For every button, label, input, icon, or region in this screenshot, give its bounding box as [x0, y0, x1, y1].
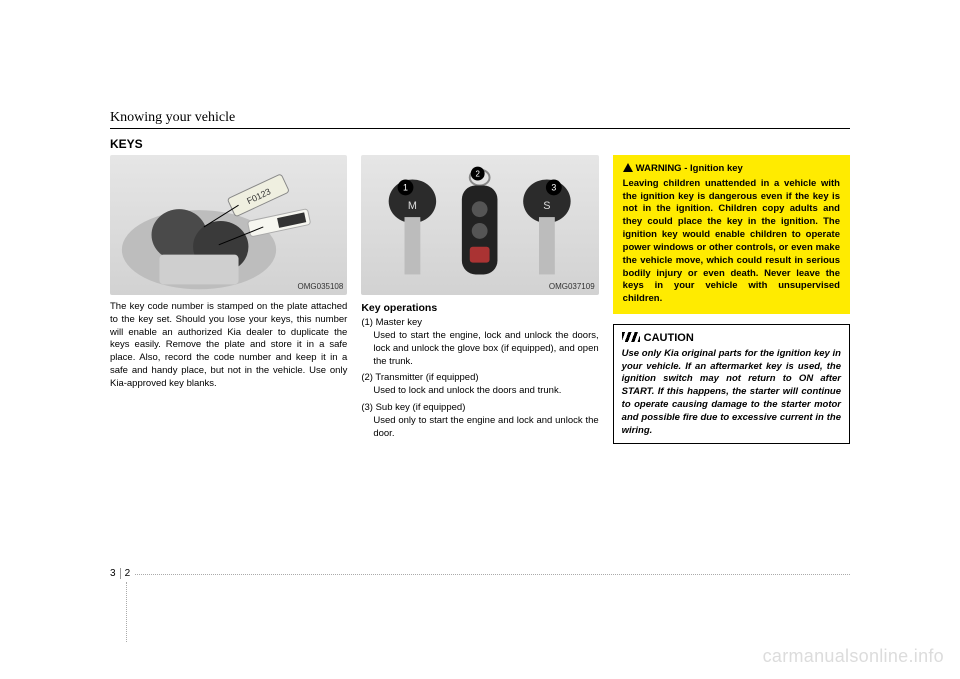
- svg-text:M: M: [408, 200, 417, 212]
- column-3: WARNING - Ignition key Leaving children …: [613, 155, 850, 444]
- list-desc: Used to start the engine, lock and unloc…: [361, 330, 598, 368]
- caution-body: Use only Kia original parts for the igni…: [622, 348, 841, 438]
- key-operations-head: Key operations: [361, 301, 598, 315]
- caution-title-text: CAUTION: [644, 332, 694, 344]
- figure-key-operations: 1 M 2 3 S OMG037109: [361, 155, 598, 295]
- section-title: KEYS: [110, 137, 850, 151]
- col1-body: The key code number is stamped on the pl…: [110, 301, 347, 391]
- warning-triangle-icon: [623, 163, 633, 172]
- caution-stripes-icon: [622, 332, 640, 342]
- header-title: Knowing your vehicle: [110, 110, 850, 129]
- page-number-section: 3: [110, 568, 121, 579]
- column-1: F0123 OMG035108 The key code number is s…: [110, 155, 347, 444]
- list-num: (2) Transmitter (if equipped): [361, 372, 598, 385]
- list-desc: Used only to start the engine and lock a…: [361, 415, 598, 441]
- list-desc: Used to lock and unlock the doors and tr…: [361, 385, 598, 398]
- svg-text:2: 2: [476, 170, 480, 179]
- warning-title-text: WARNING: [636, 163, 682, 174]
- caution-title: CAUTION: [622, 331, 841, 346]
- watermark: carmanualsonline.info: [763, 646, 944, 667]
- list-num: (3) Sub key (if equipped): [361, 402, 598, 415]
- page-footer: 3 2: [110, 568, 130, 579]
- list-item: (1) Master key Used to start the engine,…: [361, 317, 598, 368]
- figure-id-1: OMG035108: [298, 282, 344, 293]
- list-num: (1) Master key: [361, 317, 598, 330]
- column-2: 1 M 2 3 S OMG037109: [361, 155, 598, 444]
- footer-vdots: [126, 582, 127, 642]
- svg-text:1: 1: [403, 182, 408, 192]
- caution-box: CAUTION Use only Kia original parts for …: [613, 324, 850, 445]
- svg-text:3: 3: [552, 182, 557, 192]
- svg-text:S: S: [544, 200, 551, 212]
- warning-body: Leaving children unattended in a vehicle…: [623, 178, 840, 306]
- warning-box: WARNING - Ignition key Leaving children …: [613, 155, 850, 314]
- warning-subtitle: - Ignition key: [684, 163, 743, 174]
- figure-id-2: OMG037109: [549, 282, 595, 293]
- figure-key-code: F0123 OMG035108: [110, 155, 347, 295]
- list-item: (2) Transmitter (if equipped) Used to lo…: [361, 372, 598, 398]
- list-item: (3) Sub key (if equipped) Used only to s…: [361, 402, 598, 440]
- page-number: 2: [125, 568, 131, 579]
- warning-title: WARNING - Ignition key: [623, 163, 840, 176]
- footer-dots: [135, 574, 850, 575]
